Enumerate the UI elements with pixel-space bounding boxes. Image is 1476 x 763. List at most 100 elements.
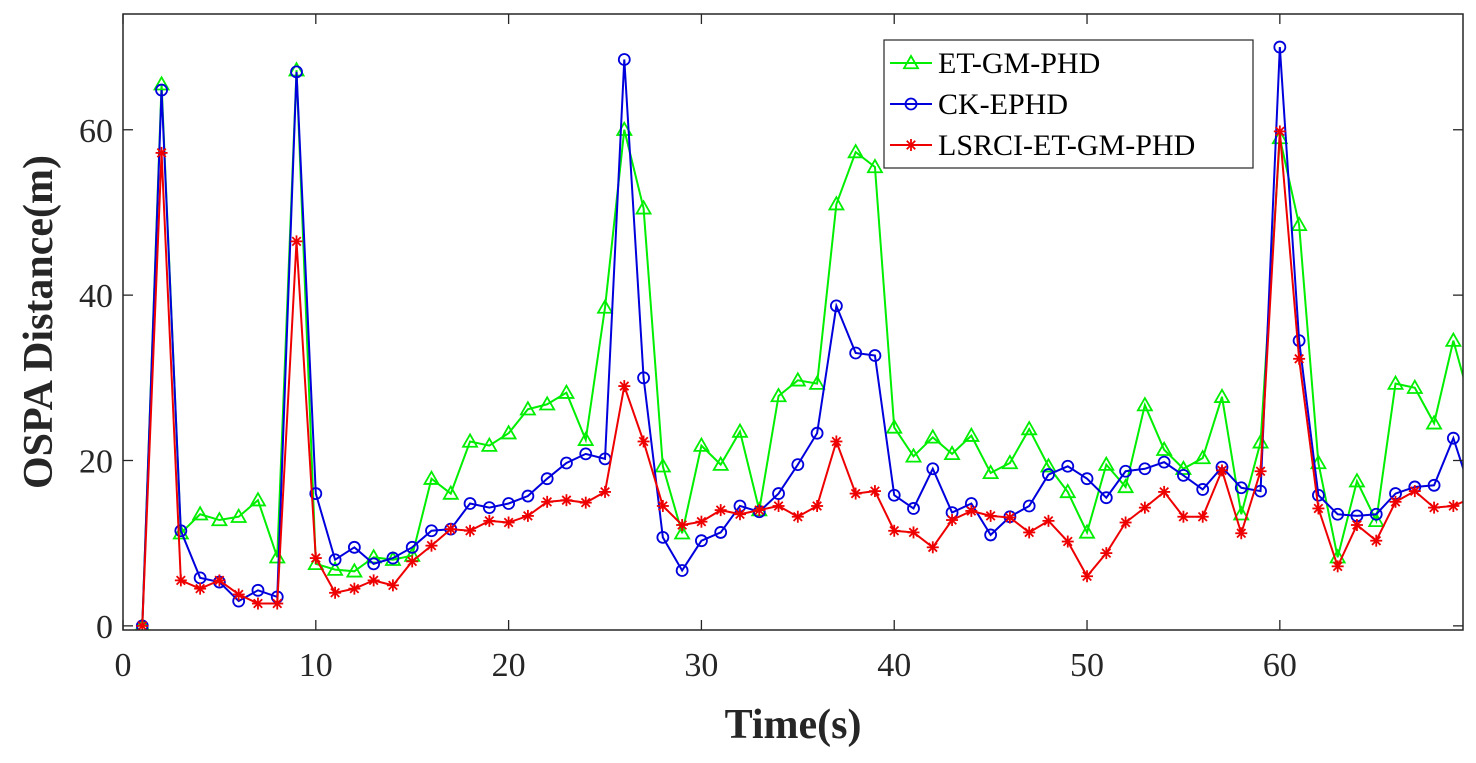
data-point	[637, 435, 650, 448]
data-point	[174, 524, 188, 538]
data-point	[962, 426, 980, 442]
data-point	[560, 456, 573, 470]
data-point	[1177, 510, 1190, 523]
data-point	[866, 158, 884, 174]
data-point	[521, 489, 535, 503]
data-point	[656, 530, 670, 544]
data-point	[827, 195, 845, 211]
data-point	[1447, 499, 1460, 512]
data-point	[868, 485, 881, 498]
data-point	[557, 383, 576, 399]
data-point	[1252, 433, 1270, 449]
data-point	[810, 426, 824, 440]
data-point	[271, 597, 284, 610]
data-point	[1157, 455, 1171, 469]
legend-marker	[902, 54, 920, 70]
data-point	[695, 534, 708, 548]
data-point	[386, 579, 399, 592]
data-point	[1427, 478, 1441, 492]
data-point	[579, 447, 593, 461]
x-axis-title: Time(s)	[725, 702, 862, 748]
data-point	[1099, 491, 1113, 505]
data-point	[1254, 465, 1267, 478]
data-point	[1370, 534, 1383, 547]
y-tick-label: 60	[79, 113, 113, 150]
data-point	[769, 387, 788, 403]
data-point	[907, 502, 920, 515]
data-point	[885, 418, 903, 434]
data-point	[1023, 526, 1036, 539]
data-point	[290, 65, 303, 79]
plot-frame	[122, 13, 1464, 631]
data-point	[540, 472, 554, 486]
x-tick-label: 40	[877, 647, 911, 684]
data-point	[191, 505, 209, 521]
data-point	[984, 509, 997, 522]
data-point	[1001, 454, 1019, 470]
data-point	[673, 524, 691, 540]
x-tick-label: 20	[492, 647, 526, 684]
data-point	[1081, 570, 1094, 583]
legend-label: CK-EPHD	[938, 88, 1068, 121]
y-tick-label: 0	[96, 609, 113, 646]
data-point	[982, 464, 1000, 480]
data-point	[789, 371, 807, 387]
data-point	[617, 53, 631, 66]
data-point	[1290, 216, 1308, 231]
x-tick-label: 0	[115, 647, 132, 684]
legend-label: ET-GM-PHD	[938, 47, 1100, 80]
data-point	[1273, 40, 1287, 54]
x-tick-label: 50	[1070, 647, 1104, 684]
data-point	[502, 497, 516, 510]
series-line	[141, 70, 1463, 626]
data-point	[461, 432, 479, 448]
y-tick-label: 20	[79, 443, 113, 480]
data-point	[635, 199, 653, 215]
legend-item: LSRCI-ET-GM-PHD	[890, 129, 1195, 162]
data-point	[868, 349, 882, 362]
data-point	[1215, 464, 1228, 477]
data-point	[676, 518, 689, 531]
data-point	[174, 574, 187, 587]
legend-marker	[905, 139, 917, 151]
data-point	[888, 524, 901, 537]
data-point	[232, 588, 245, 601]
data-point	[444, 523, 457, 536]
data-point	[1348, 472, 1366, 488]
data-point	[1406, 378, 1424, 394]
data-point	[464, 524, 477, 537]
y-tick-label: 40	[79, 278, 113, 315]
data-point	[1158, 485, 1171, 498]
data-point	[153, 75, 171, 91]
data-point	[1078, 523, 1096, 539]
legend-box	[883, 39, 1254, 169]
data-point	[1331, 507, 1345, 521]
legend-item: CK-EPHD	[890, 88, 1068, 121]
data-point	[1369, 507, 1383, 521]
data-point	[1234, 481, 1248, 495]
data-point	[502, 516, 515, 529]
data-point	[538, 395, 556, 411]
data-point	[907, 526, 920, 539]
data-point	[1428, 501, 1441, 514]
data-point	[172, 524, 190, 540]
data-point	[1194, 449, 1212, 465]
data-point	[463, 497, 477, 510]
data-point	[1444, 331, 1462, 347]
data-point	[1097, 455, 1115, 471]
data-point	[1138, 462, 1152, 476]
data-point	[1196, 510, 1209, 523]
data-point	[1117, 478, 1135, 494]
data-point	[1466, 404, 1476, 416]
data-point	[367, 557, 381, 571]
data-point	[637, 371, 650, 385]
data-point	[943, 445, 961, 461]
data-point	[733, 508, 746, 521]
x-tick-label: 60	[1263, 647, 1297, 684]
data-point	[965, 504, 978, 517]
data-point	[1119, 464, 1132, 478]
data-point	[791, 458, 805, 472]
data-point	[425, 524, 438, 538]
data-point	[442, 484, 460, 500]
data-point	[675, 564, 689, 577]
